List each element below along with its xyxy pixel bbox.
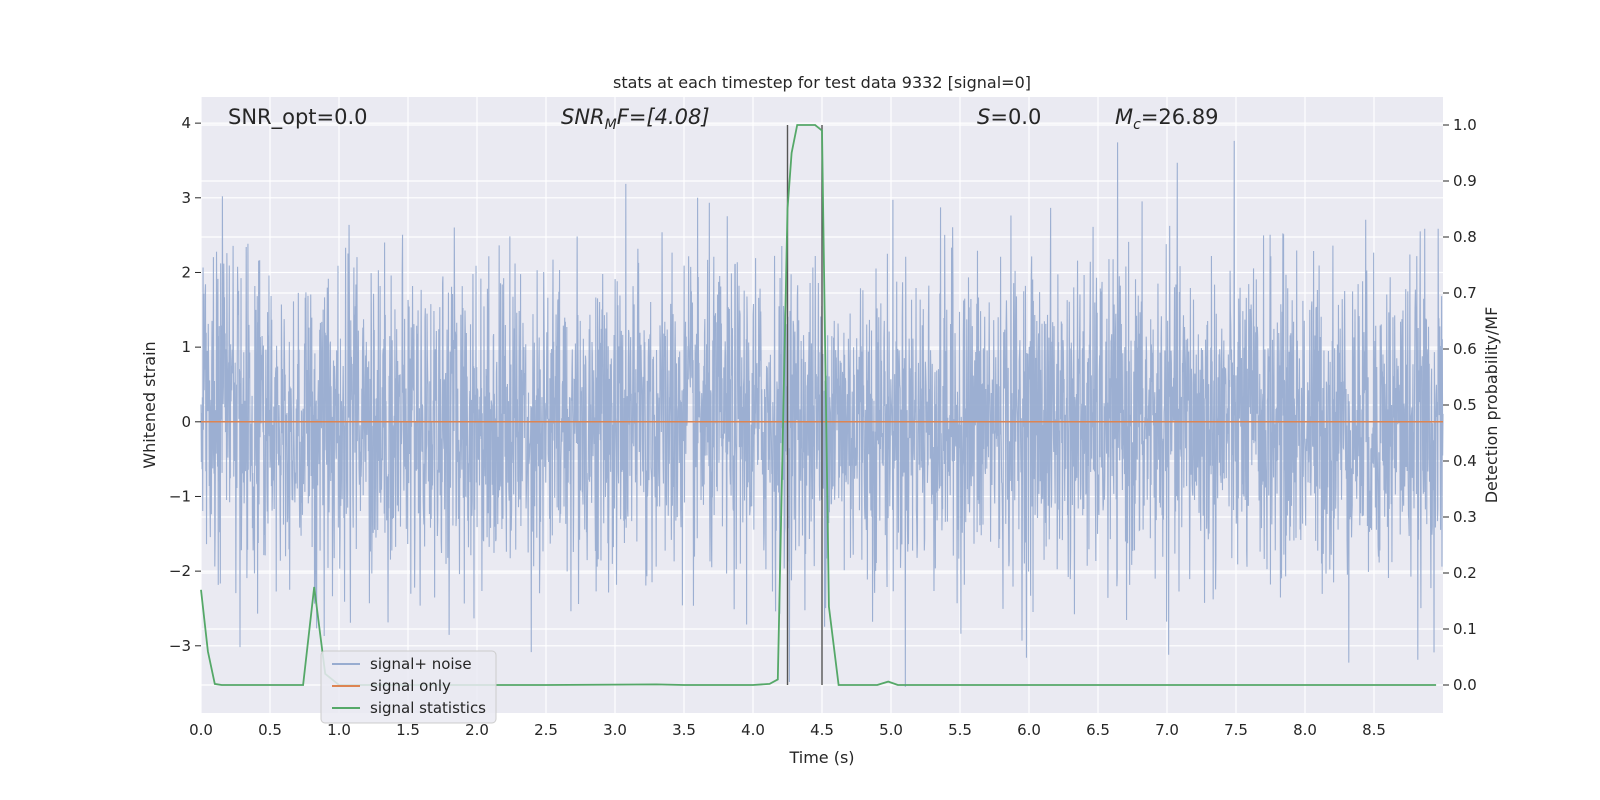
legend-label-signal-noise: signal+ noise [370, 655, 472, 673]
x-tick-label: 4.5 [810, 721, 834, 739]
legend: signal+ noise signal only signal statist… [320, 650, 497, 724]
x-tick-label: 2.0 [465, 721, 489, 739]
annotation-snr-opt: SNR_opt=0.0 [228, 105, 368, 130]
x-tick-label: 8.5 [1362, 721, 1386, 739]
x-tick-label: 2.5 [534, 721, 558, 739]
left-y-tick-label: 1 [181, 338, 191, 356]
legend-label-signal-statistics: signal statistics [370, 699, 486, 717]
left-y-tick-label: −3 [169, 637, 191, 655]
left-y-tick-label: −2 [169, 562, 191, 580]
left-y-tick-label: 4 [181, 114, 191, 132]
right-y-tick-labels: 1.0 0.9 0.8 0.7 0.6 0.5 0.4 0.3 0.2 0.1 0.0 [1443, 116, 1477, 694]
right-y-tick-label: 0.0 [1453, 676, 1477, 694]
left-y-tick-labels: 4 3 2 1 0 −1 −2 −3 [169, 114, 201, 655]
right-y-axis-label: Detection probability/MF [1482, 307, 1501, 504]
right-y-tick-label: 0.3 [1453, 508, 1477, 526]
right-y-tick-label: 0.1 [1453, 620, 1477, 638]
right-y-tick-label: 0.4 [1453, 452, 1477, 470]
x-tick-label: 7.5 [1224, 721, 1248, 739]
annotation-s: S=0.0 [977, 105, 1041, 129]
annotation-snr-mf: SNRMF=[4.08] [561, 105, 710, 133]
left-y-tick-label: 0 [181, 413, 191, 431]
left-y-axis-label: Whitened strain [140, 341, 159, 468]
right-y-tick-label: 0.2 [1453, 564, 1477, 582]
right-y-tick-label: 1.0 [1453, 116, 1477, 134]
right-y-tick-label: 0.7 [1453, 284, 1477, 302]
x-tick-label: 7.0 [1155, 721, 1179, 739]
left-y-tick-label: −1 [169, 487, 191, 505]
x-tick-label: 8.0 [1293, 721, 1317, 739]
x-tick-label: 0.0 [189, 721, 213, 739]
x-tick-label: 6.5 [1086, 721, 1110, 739]
x-tick-label: 5.5 [948, 721, 972, 739]
x-tick-labels: 0.0 0.5 1.0 1.5 2.0 2.5 3.0 3.5 4.0 4.5 5.0 5.5 6.0 6… [189, 721, 1386, 739]
left-y-tick-label: 3 [181, 189, 191, 207]
x-tick-label: 3.5 [672, 721, 696, 739]
legend-label-signal-only: signal only [370, 677, 451, 695]
x-axis-label: Time (s) [788, 748, 854, 767]
chart-title: stats at each timestep for test data 933… [613, 73, 1031, 92]
right-y-tick-label: 0.6 [1453, 340, 1477, 358]
x-tick-label: 3.0 [603, 721, 627, 739]
x-tick-label: 0.5 [258, 721, 282, 739]
right-y-tick-label: 0.5 [1453, 396, 1477, 414]
legend-box [320, 650, 497, 724]
right-y-tick-label: 0.9 [1453, 172, 1477, 190]
x-tick-label: 1.0 [327, 721, 351, 739]
annotation-mc: Mc=26.89 [1115, 105, 1219, 133]
x-tick-label: 1.5 [396, 721, 420, 739]
right-y-tick-label: 0.8 [1453, 228, 1477, 246]
left-y-tick-label: 2 [181, 263, 191, 281]
x-tick-label: 5.0 [879, 721, 903, 739]
series-signal-statistics [200, 124, 1437, 686]
x-tick-label: 6.0 [1017, 721, 1041, 739]
x-tick-label: 4.0 [741, 721, 765, 739]
